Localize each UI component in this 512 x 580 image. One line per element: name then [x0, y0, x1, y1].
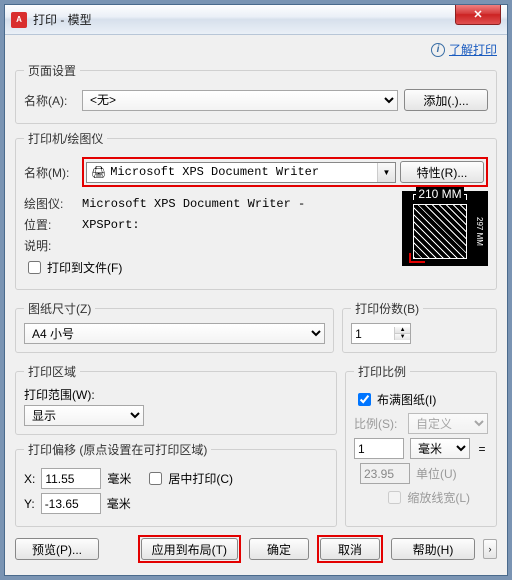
help-button[interactable]: 帮助(H) [391, 538, 475, 560]
paper-preview: 210 MM 297 MM [402, 191, 488, 266]
print-area-legend: 打印区域 [24, 363, 80, 380]
y-input[interactable] [41, 493, 101, 514]
print-range-label: 打印范围(W): [24, 386, 328, 403]
preview-button[interactable]: 预览(P)... [15, 538, 99, 560]
titlebar[interactable]: A 打印 - 模型 ✕ [5, 5, 507, 35]
add-button[interactable]: 添加(.)... [404, 89, 488, 111]
print-area-group: 打印区域 打印范围(W): 显示 [15, 363, 337, 435]
info-icon: i [431, 43, 445, 57]
info-row: i 了解打印 [15, 41, 497, 58]
spin-down[interactable]: ▼ [394, 334, 410, 340]
printer-legend: 打印机/绘图仪 [24, 130, 107, 147]
printer-name-select[interactable]: 🖨 Microsoft XPS Document Writer ▼ [86, 162, 396, 183]
paper-size-legend: 图纸尺寸(Z) [24, 300, 95, 317]
window-title: 打印 - 模型 [33, 11, 92, 28]
page-name-label: 名称(A): [24, 92, 76, 109]
scale-unit2-input [360, 463, 410, 484]
paper-size-select[interactable]: A4 小号 [24, 323, 325, 344]
chevron-down-icon[interactable]: ▼ [377, 163, 395, 182]
ok-button[interactable]: 确定 [249, 538, 309, 560]
page-name-select[interactable]: <无> [82, 90, 398, 111]
app-icon: A [11, 12, 27, 28]
ratio-label: 比例(S): [354, 415, 402, 432]
y-unit: 毫米 [107, 495, 131, 512]
paper-size-group: 图纸尺寸(Z) A4 小号 [15, 300, 334, 353]
copies-group: 打印份数(B) ▲▼ [342, 300, 497, 353]
unit2-label: 单位(U) [416, 465, 488, 482]
close-button[interactable]: ✕ [455, 5, 501, 25]
print-to-file-checkbox[interactable]: 打印到文件(F) [24, 258, 122, 277]
x-unit: 毫米 [107, 470, 131, 487]
expand-button[interactable]: › [483, 539, 497, 559]
scale-legend: 打印比例 [354, 363, 410, 380]
learn-print-link[interactable]: 了解打印 [449, 41, 497, 58]
fit-to-paper-checkbox[interactable]: 布满图纸(I) [354, 390, 436, 409]
spin-up[interactable]: ▲ [394, 327, 410, 334]
printer-name-value: Microsoft XPS Document Writer [110, 165, 319, 179]
button-bar: 预览(P)... 应用到布局(T) 确定 取消 帮助(H) › [15, 533, 497, 565]
location-value: XPSPort: [82, 218, 140, 232]
page-setup-group: 页面设置 名称(A): <无> 添加(.)... [15, 62, 497, 124]
plotter-value: Microsoft XPS Document Writer - [82, 197, 305, 211]
print-dialog: A 打印 - 模型 ✕ i 了解打印 页面设置 名称(A): <无> 添加(.)… [4, 4, 508, 576]
equals-icon: = [476, 442, 488, 456]
page-setup-legend: 页面设置 [24, 62, 80, 79]
print-range-select[interactable]: 显示 [24, 405, 144, 426]
copies-field[interactable] [352, 324, 394, 343]
desc-label: 说明: [24, 237, 76, 254]
printer-group: 打印机/绘图仪 名称(M): 🖨 Microsoft XPS Document … [15, 130, 497, 290]
y-label: Y: [24, 497, 35, 511]
copies-legend: 打印份数(B) [351, 300, 423, 317]
copies-input[interactable]: ▲▼ [351, 323, 411, 344]
printer-properties-button[interactable]: 特性(R)... [400, 161, 484, 183]
x-input[interactable] [41, 468, 101, 489]
scale-num-input[interactable] [354, 438, 404, 459]
scale-group: 打印比例 布满图纸(I) 比例(S): 自定义 毫米 = [345, 363, 497, 527]
offset-legend: 打印偏移 (原点设置在可打印区域) [24, 441, 211, 458]
location-label: 位置: [24, 216, 76, 233]
printer-name-label: 名称(M): [24, 164, 76, 181]
scale-lineweight-checkbox: 缩放线宽(L) [384, 488, 470, 507]
plotter-label: 绘图仪: [24, 195, 76, 212]
cancel-button[interactable]: 取消 [320, 538, 380, 560]
dialog-body: i 了解打印 页面设置 名称(A): <无> 添加(.)... 打印机/绘图仪 … [5, 35, 507, 575]
ratio-select: 自定义 [408, 413, 488, 434]
x-label: X: [24, 472, 35, 486]
center-print-checkbox[interactable]: 居中打印(C) [145, 469, 233, 488]
printer-icon: 🖨 [87, 165, 110, 179]
scale-unit-select[interactable]: 毫米 [410, 438, 470, 459]
apply-layout-button[interactable]: 应用到布局(T) [141, 538, 238, 560]
offset-group: 打印偏移 (原点设置在可打印区域) X: 毫米 居中打印(C) Y: 毫米 [15, 441, 337, 527]
